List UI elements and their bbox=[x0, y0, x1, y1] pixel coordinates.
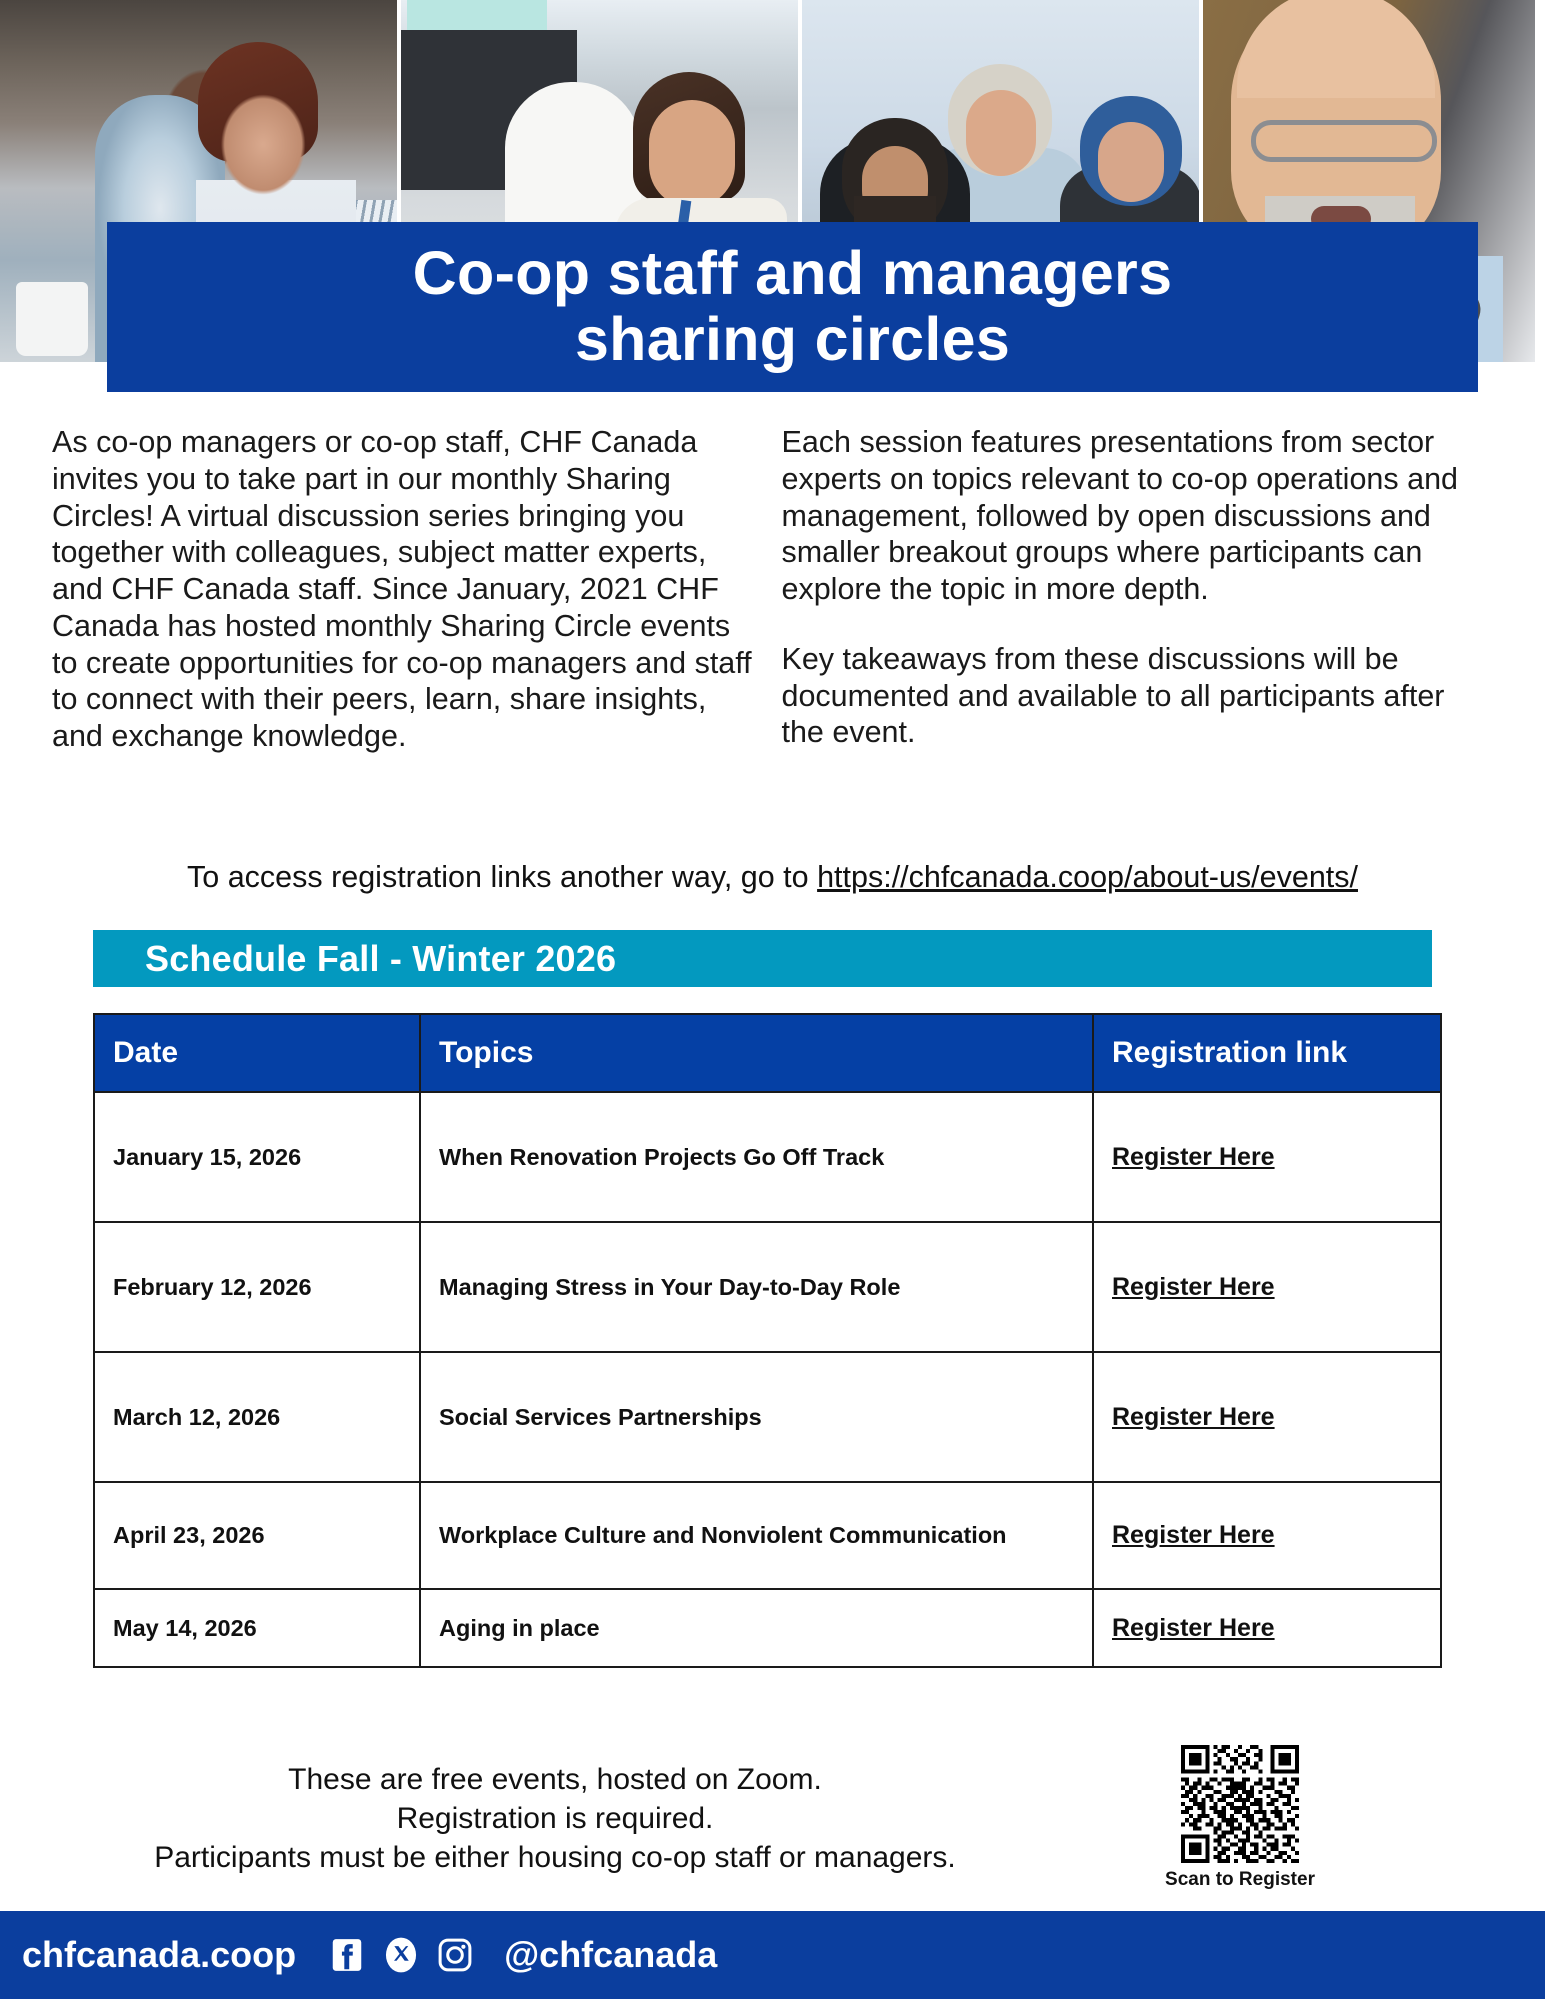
register-link[interactable]: Register Here bbox=[1112, 1521, 1275, 1549]
table-header-row: Date Topics Registration link bbox=[93, 1013, 1442, 1093]
footer-bar: chfcanada.coop @chfcanada bbox=[0, 1911, 1545, 1999]
note-line-1: These are free events, hosted on Zoom. bbox=[288, 1763, 822, 1796]
title-banner: Co-op staff and managers sharing circles bbox=[107, 222, 1478, 392]
cell-topic: Managing Stress in Your Day-to-Day Role bbox=[419, 1221, 1094, 1353]
x-twitter-icon[interactable] bbox=[382, 1936, 420, 1974]
page-title-line-2: sharing circles bbox=[574, 305, 1011, 373]
cell-date: April 23, 2026 bbox=[93, 1481, 421, 1590]
register-link[interactable]: Register Here bbox=[1112, 1613, 1275, 1642]
column-header-registration: Registration link bbox=[1092, 1013, 1442, 1093]
cell-date: February 12, 2026 bbox=[93, 1221, 421, 1353]
intro-paragraph-left: As co-op managers or co-op staff, CHF Ca… bbox=[52, 425, 752, 753]
qr-caption: Scan to Register bbox=[1165, 1869, 1315, 1890]
table-row: February 12, 2026 Managing Stress in You… bbox=[93, 1221, 1442, 1353]
page-title-line-1: Co-op staff and managers bbox=[412, 239, 1173, 308]
intro-column-right: Each session features presentations from… bbox=[782, 424, 1494, 755]
cell-topic: Aging in place bbox=[419, 1588, 1094, 1668]
page-title: Co-op staff and managers sharing circles bbox=[412, 239, 1173, 373]
schedule-heading: Schedule Fall - Winter 2026 bbox=[145, 937, 617, 979]
instagram-icon[interactable] bbox=[436, 1936, 474, 1974]
cell-registration: Register Here bbox=[1092, 1588, 1442, 1668]
intro-paragraph-right-1: Each session features presentations from… bbox=[781, 425, 1459, 606]
intro-columns: As co-op managers or co-op staff, CHF Ca… bbox=[0, 424, 1545, 755]
qr-code-block: Scan to Register bbox=[1140, 1745, 1340, 1891]
access-registration-line: To access registration links another way… bbox=[0, 860, 1545, 895]
register-link[interactable]: Register Here bbox=[1112, 1272, 1275, 1301]
table-row: January 15, 2026 When Renovation Project… bbox=[93, 1091, 1442, 1223]
qr-code-icon[interactable] bbox=[1181, 1745, 1299, 1863]
cell-date: May 14, 2026 bbox=[93, 1588, 421, 1668]
cell-topic: When Renovation Projects Go Off Track bbox=[419, 1091, 1094, 1223]
column-header-date: Date bbox=[93, 1013, 421, 1093]
register-link[interactable]: Register Here bbox=[1112, 1402, 1275, 1431]
intro-paragraph-right-2: Key takeaways from these discussions wil… bbox=[781, 641, 1445, 750]
note-line-2: Registration is required. bbox=[396, 1802, 714, 1835]
cell-registration: Register Here bbox=[1092, 1091, 1442, 1223]
table-row: March 12, 2026 Social Services Partnersh… bbox=[93, 1351, 1442, 1483]
footer-website[interactable]: chfcanada.coop bbox=[22, 1934, 297, 1975]
table-row: April 23, 2026 Workplace Culture and Non… bbox=[93, 1481, 1442, 1590]
schedule-table-head: Date Topics Registration link bbox=[93, 1013, 1442, 1093]
schedule-heading-bar: Schedule Fall - Winter 2026 bbox=[93, 930, 1432, 987]
cell-date: January 15, 2026 bbox=[93, 1091, 421, 1223]
column-header-topics: Topics bbox=[419, 1013, 1094, 1093]
events-page-link[interactable]: https://chfcanada.coop/about-us/events/ bbox=[817, 860, 1358, 894]
access-line-prefix: To access registration links another way… bbox=[187, 860, 818, 894]
schedule-table-body: January 15, 2026 When Renovation Project… bbox=[93, 1091, 1442, 1668]
footer-social-handle[interactable]: @chfcanada bbox=[504, 1934, 718, 1975]
note-line-3: Participants must be either housing co-o… bbox=[154, 1841, 956, 1874]
facebook-icon[interactable] bbox=[328, 1936, 366, 1974]
event-notes: These are free events, hosted on Zoom. R… bbox=[0, 1760, 1110, 1877]
cell-registration: Register Here bbox=[1092, 1481, 1442, 1590]
cell-topic: Workplace Culture and Nonviolent Communi… bbox=[419, 1481, 1094, 1590]
register-link[interactable]: Register Here bbox=[1112, 1142, 1275, 1171]
cell-topic: Social Services Partnerships bbox=[419, 1351, 1094, 1483]
intro-column-left: As co-op managers or co-op staff, CHF Ca… bbox=[52, 424, 764, 755]
cell-registration: Register Here bbox=[1092, 1221, 1442, 1353]
cell-registration: Register Here bbox=[1092, 1351, 1442, 1483]
schedule-table: Date Topics Registration link January 15… bbox=[93, 1013, 1442, 1668]
table-row: May 14, 2026 Aging in place Register Her… bbox=[93, 1588, 1442, 1668]
cell-date: March 12, 2026 bbox=[93, 1351, 421, 1483]
